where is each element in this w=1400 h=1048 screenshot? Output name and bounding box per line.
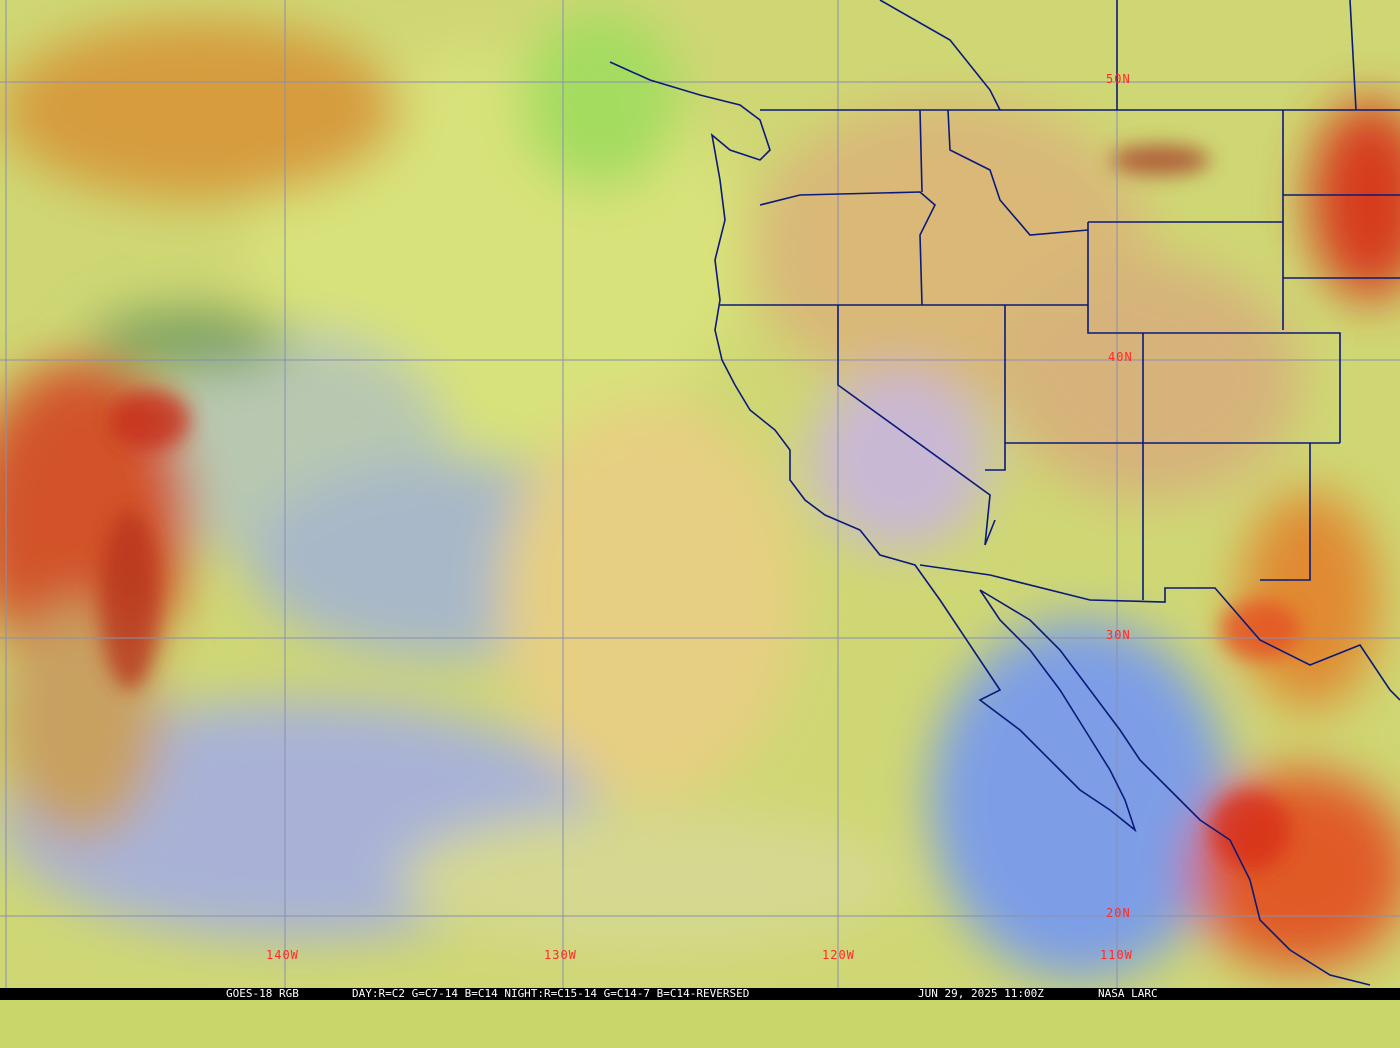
lat-label-40n: 40N — [1108, 350, 1133, 364]
lon-label-110w: 110W — [1100, 948, 1133, 962]
satellite-map — [0, 0, 1400, 988]
caption-recipe: DAY:R=C2 G=C7-14 B=C14 NIGHT:R=C15-14 G=… — [352, 987, 750, 1000]
lat-label-20n: 20N — [1106, 906, 1131, 920]
caption-timestamp: JUN 29, 2025 11:00Z — [918, 987, 1044, 1000]
lat-label-50n: 50N — [1106, 72, 1131, 86]
coastlines-and-borders — [609, 0, 1400, 986]
lon-label-120w: 120W — [822, 948, 855, 962]
caption-source: NASA LARC — [1098, 987, 1158, 1000]
lat-label-30n: 30N — [1106, 628, 1131, 642]
cloud-imagery — [0, 10, 1400, 980]
lon-label-140w: 140W — [266, 948, 299, 962]
caption-satellite: GOES-18 RGB — [226, 987, 299, 1000]
image-caption-bar: GOES-18 RGB DAY:R=C2 G=C7-14 B=C14 NIGHT… — [0, 988, 1400, 1000]
lat-lon-grid — [0, 0, 1400, 988]
lon-label-130w: 130W — [544, 948, 577, 962]
